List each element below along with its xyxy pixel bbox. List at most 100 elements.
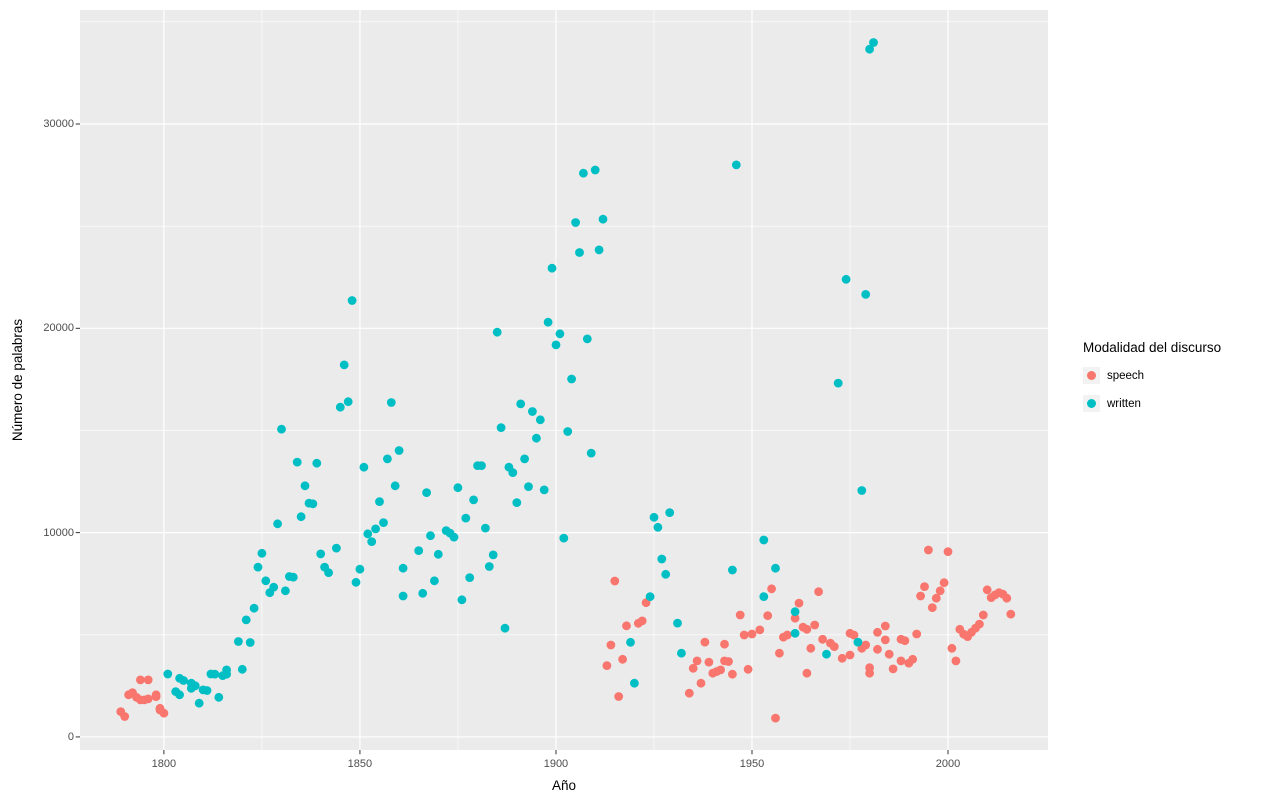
written-point — [292, 457, 302, 467]
written-point — [484, 562, 494, 571]
written-point — [281, 586, 290, 596]
x-tick-label: 1950 — [739, 758, 765, 770]
written-point — [210, 669, 220, 679]
speech-point — [829, 642, 839, 651]
written-point — [371, 524, 380, 534]
x-tick-label: 1800 — [151, 758, 177, 770]
y-tick-label: 0 — [67, 730, 74, 743]
written-point — [394, 446, 404, 455]
speech-point — [716, 665, 725, 675]
speech-point — [692, 656, 702, 666]
written-point — [253, 562, 263, 572]
written-point — [673, 618, 682, 628]
written-point — [857, 486, 867, 495]
speech-point — [1002, 593, 1012, 603]
written-point — [386, 398, 396, 407]
speech-point — [865, 668, 874, 678]
speech-point — [951, 656, 961, 666]
speech-point — [739, 630, 749, 640]
written-point — [347, 296, 357, 305]
speech-point — [931, 593, 941, 603]
speech-point — [947, 643, 957, 653]
speech-point — [618, 654, 627, 664]
written-point — [500, 623, 510, 633]
written-point — [645, 592, 655, 601]
written-point — [539, 485, 549, 495]
written-point — [426, 531, 435, 541]
written-point — [430, 576, 439, 586]
written-point — [351, 577, 361, 587]
written-point — [653, 522, 663, 532]
written-point — [567, 374, 576, 384]
written-point — [179, 676, 188, 685]
written-point — [728, 565, 737, 575]
speech-point — [794, 598, 804, 608]
speech-point — [920, 582, 929, 591]
written-point — [269, 582, 279, 592]
written-point — [312, 458, 322, 468]
speech-point — [782, 630, 792, 640]
written-point — [532, 433, 541, 443]
written-point — [665, 508, 675, 517]
written-point — [190, 681, 200, 691]
written-point — [571, 218, 580, 227]
written-point — [861, 290, 871, 299]
speech-point — [880, 635, 890, 645]
speech-point — [136, 675, 145, 685]
written-point — [367, 537, 377, 546]
speech-point — [120, 712, 130, 721]
speech-point — [849, 630, 859, 640]
written-point — [355, 564, 365, 574]
written-point — [422, 488, 431, 497]
written-point — [308, 499, 318, 509]
written-point — [582, 334, 592, 344]
legend-label: speech — [1107, 369, 1145, 382]
written-point — [790, 607, 800, 617]
speech-point — [704, 657, 714, 667]
written-point — [649, 512, 659, 522]
speech-point — [802, 668, 812, 678]
written-point — [335, 402, 345, 412]
written-point — [524, 482, 533, 491]
written-point — [288, 572, 298, 582]
speech-point — [637, 616, 647, 626]
speech-point — [802, 624, 812, 634]
y-tick-label: 20000 — [43, 322, 74, 335]
written-point — [771, 563, 780, 573]
speech-point — [602, 661, 612, 670]
legend-dot-icon — [1087, 399, 1096, 408]
legend-title: Modalidad del discurso — [1083, 340, 1222, 355]
speech-point — [771, 713, 780, 723]
written-point — [379, 518, 388, 527]
written-point — [626, 637, 635, 647]
written-point — [261, 576, 271, 586]
written-point — [375, 497, 384, 506]
legend-dot-icon — [1087, 371, 1096, 380]
written-point — [234, 637, 243, 646]
written-point — [590, 165, 600, 175]
legend: Modalidad del discurso speech written — [1083, 340, 1221, 423]
written-point — [359, 462, 369, 472]
written-point — [414, 546, 424, 555]
speech-point — [696, 678, 706, 688]
written-point — [469, 495, 478, 505]
written-point — [488, 550, 498, 560]
speech-point — [888, 664, 898, 674]
y-axis-title: Número de palabras — [10, 318, 25, 442]
written-point — [555, 329, 565, 339]
speech-point — [814, 587, 823, 597]
written-point — [759, 535, 769, 545]
speech-point — [700, 637, 710, 647]
written-point — [453, 483, 463, 493]
written-point — [492, 327, 502, 337]
written-point — [547, 263, 557, 273]
speech-point — [982, 585, 992, 595]
written-point — [508, 468, 518, 477]
speech-point — [151, 690, 161, 700]
written-point — [579, 168, 588, 178]
speech-point — [927, 603, 937, 612]
written-point — [496, 423, 506, 432]
speech-point — [916, 591, 925, 601]
speech-point — [810, 620, 820, 630]
